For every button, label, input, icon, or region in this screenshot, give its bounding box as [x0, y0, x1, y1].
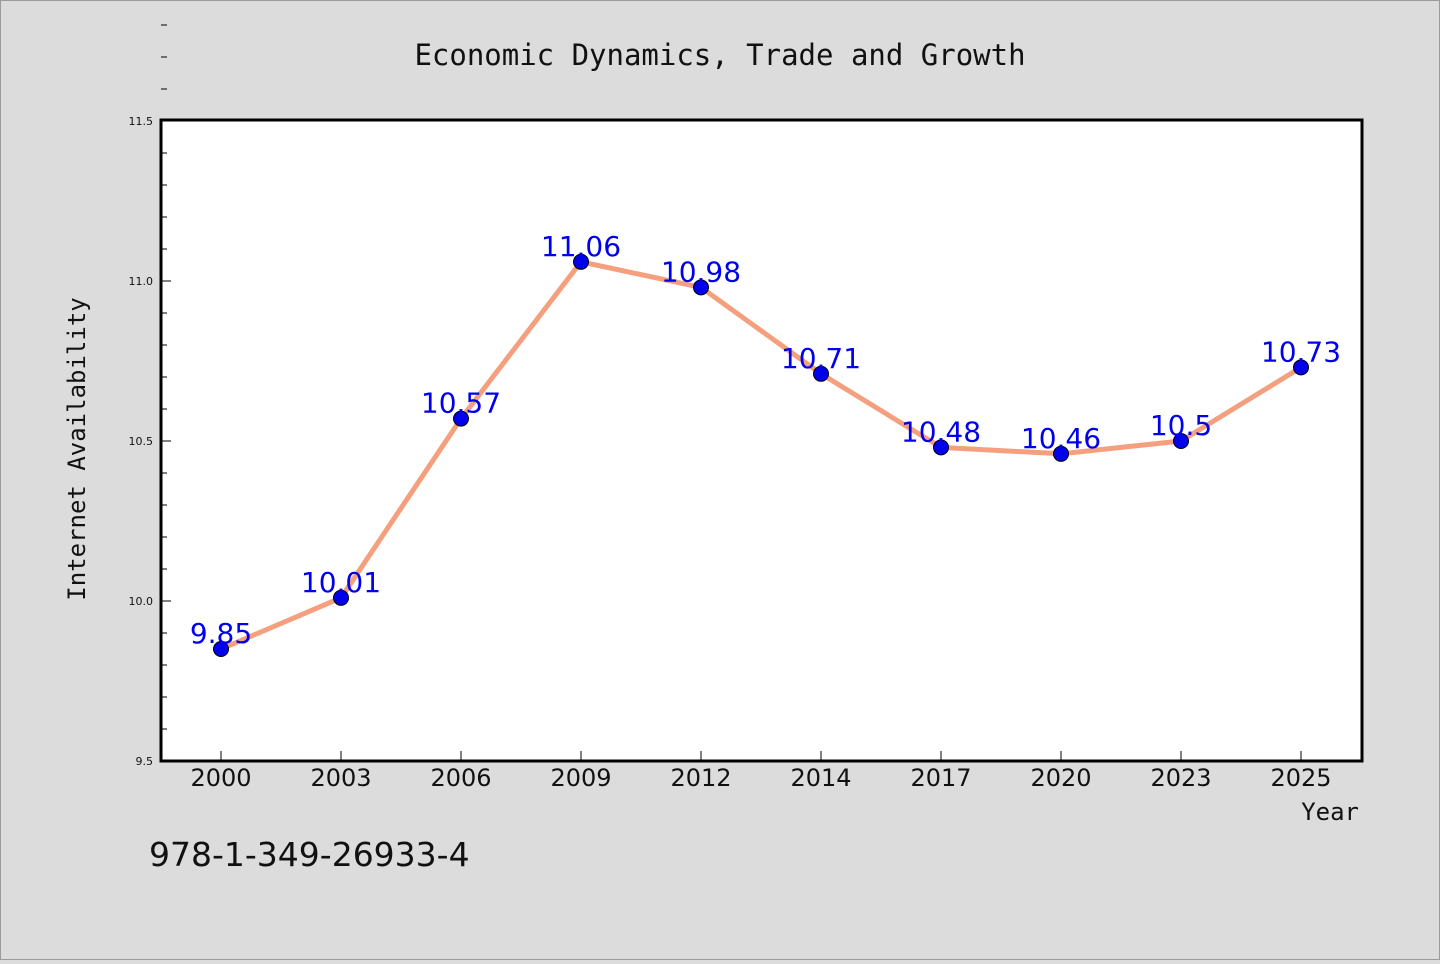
- y-tick-label: 10.0: [129, 595, 154, 608]
- plot-area: [159, 118, 1364, 763]
- y-tick-label: 11.0: [129, 275, 154, 288]
- x-tick-label: 2023: [1150, 764, 1211, 792]
- data-point: [933, 439, 949, 456]
- data-label: 10.57: [421, 387, 501, 420]
- series-layer: 9.85 10.01 10.57 11.06 10.98 10.71 10.48 10.46 1…: [190, 230, 1341, 657]
- y-tick-label: 9.5: [136, 755, 154, 768]
- data-label: 10.48: [901, 415, 981, 448]
- x-tick-label: 2003: [310, 764, 371, 792]
- y-tick-label: 11.5: [129, 115, 154, 128]
- data-point: [453, 410, 469, 427]
- x-tick-label: 2000: [190, 764, 251, 792]
- x-tick-label: 2020: [1030, 764, 1091, 792]
- chart-title: Economic Dynamics, Trade and Growth: [414, 38, 1025, 72]
- data-label: 9.85: [190, 617, 252, 650]
- data-point: [813, 365, 829, 382]
- x-tick-label: 2012: [670, 764, 731, 792]
- data-point: [1293, 359, 1309, 376]
- isbn-text: 978-1-349-26933-4: [149, 835, 470, 874]
- x-axis: 2000 2003 2006 2009 2012 2014 2017 2020 2023 2025: [190, 751, 1332, 792]
- x-tick-label: 2025: [1270, 764, 1331, 792]
- data-label: 10.01: [301, 566, 381, 599]
- data-point: [213, 641, 229, 657]
- x-tick-label: 2006: [430, 764, 491, 792]
- data-label: 10.5: [1150, 409, 1212, 442]
- series-line: [220, 259, 1303, 652]
- x-tick-label: 2014: [790, 764, 851, 792]
- x-axis-label: Year: [1301, 798, 1359, 826]
- data-point: [693, 279, 709, 296]
- x-tick-label: 2009: [550, 764, 611, 792]
- y-axis: 9.5 10.0 10.5 11.0 11.5: [129, 24, 171, 768]
- data-point: [573, 253, 589, 270]
- y-axis-label: Internet Availability: [63, 297, 91, 600]
- data-label: 10.71: [781, 342, 861, 375]
- data-label: 10.98: [661, 255, 741, 288]
- y-tick-label: 10.5: [129, 435, 154, 448]
- data-label: 11.06: [541, 230, 621, 263]
- data-point: [1053, 445, 1069, 462]
- data-point: [333, 589, 349, 606]
- x-tick-label: 2017: [910, 764, 971, 792]
- data-label: 10.46: [1021, 422, 1101, 455]
- data-label: 10.73: [1261, 335, 1341, 368]
- data-point: [1173, 433, 1189, 449]
